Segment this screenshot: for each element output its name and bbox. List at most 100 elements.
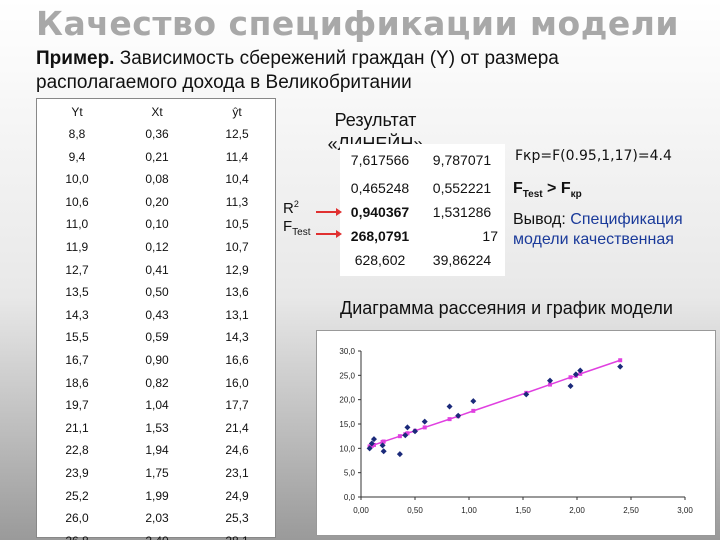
model-point (371, 442, 376, 447)
table-cell: 24,6 (225, 443, 249, 458)
data-point (523, 391, 530, 398)
linest-cell: 7,617566 (350, 152, 410, 168)
linest-cell: 1,531286 (432, 204, 492, 220)
model-point (618, 358, 623, 363)
slide-title: Качество спецификации модели (36, 4, 680, 43)
linest-cell: 628,602 (354, 252, 406, 268)
data-point (412, 428, 418, 435)
data-point (567, 383, 574, 390)
table-cell: 16,0 (225, 375, 249, 390)
table-cell: 28,1 (197, 534, 277, 540)
table-cell: 19,7 (65, 398, 89, 413)
y-tick-label: 20,0 (339, 396, 355, 405)
table-cell: 9,4 (68, 149, 86, 164)
data-point (370, 436, 377, 443)
table-row: 19,7 1,04 17,7 (37, 394, 277, 418)
table-row: 13,5 0,50 13,6 (37, 281, 277, 305)
model-point (381, 439, 386, 444)
table-cell: 10,7 (225, 240, 249, 254)
table-row: 14,3 0,43 13,1 (37, 304, 277, 328)
table-cell: 0,08 (145, 172, 169, 187)
table-cell: 26,0 (65, 511, 89, 526)
data-point (402, 432, 409, 439)
x-tick-label: 0,50 (407, 506, 423, 515)
data-point (366, 445, 373, 452)
linest-cell-ftest: 268,0791 (350, 228, 410, 244)
table-cell: 21,4 (225, 420, 249, 435)
model-point (405, 431, 410, 436)
table-cell: 2,03 (145, 511, 169, 526)
table-cell: 0,50 (145, 285, 169, 300)
header-y: Yt (71, 105, 83, 119)
table-cell: 0,10 (145, 217, 169, 232)
data-point (379, 442, 386, 449)
table-cell: 15,5 (65, 330, 89, 345)
data-point (572, 371, 579, 378)
table-row: 21,1 1,53 21,4 (37, 417, 277, 441)
x-tick-label: 1,00 (461, 506, 477, 515)
table-cell: 22,8 (65, 443, 89, 458)
table-cell: 14,3 (65, 307, 89, 322)
table-cell: 14,3 (225, 330, 249, 345)
data-point (617, 363, 624, 370)
table-cell: 12,5 (225, 127, 249, 141)
x-tick-label: 2,00 (569, 506, 585, 515)
subtitle-bold: Пример. (36, 48, 115, 69)
table-cell: 12,9 (225, 262, 249, 277)
y-tick-label: 30,0 (339, 347, 355, 356)
data-point (470, 398, 477, 405)
y-tick-label: 0,0 (344, 493, 356, 502)
table-row: 8,8 0,36 12,5 (37, 123, 277, 147)
data-point (380, 448, 387, 455)
linest-cell: 0,465248 (350, 180, 410, 196)
y-tick-label: 10,0 (339, 444, 355, 453)
table-cell: 11,4 (225, 149, 249, 164)
table-row: 11,0 0,10 10,5 (37, 213, 277, 237)
data-point (446, 403, 453, 410)
table-cell: 11,9 (65, 240, 89, 254)
chart-svg: 0,0 5,0 10,0 15,0 20,0 25,0 30,0 0,00 0,50 1,00 1,… (339, 347, 693, 515)
table-cell: 1,94 (145, 443, 169, 458)
data-point (547, 377, 553, 384)
data-point (455, 412, 462, 419)
table-cell: 0,36 (145, 127, 169, 141)
subtitle-text: Зависимость сбережений граждан (Y) от ра… (36, 48, 559, 93)
linest-cell: 9,787071 (432, 152, 492, 168)
y-tick-label: 15,0 (339, 420, 355, 429)
table-cell: 16,7 (65, 353, 89, 367)
chart-caption: Диаграмма рассеяния и график модели (340, 298, 673, 318)
model-point (578, 371, 583, 376)
table-cell: 10,0 (65, 172, 89, 187)
table-cell: 0,12 (145, 240, 169, 254)
table-cell: 2,40 (117, 534, 197, 540)
header-y-hat: ŷt (232, 105, 242, 119)
header-x: Xt (151, 105, 163, 119)
table-cell: 12,7 (65, 262, 89, 277)
table-cell: 26,8 (37, 534, 117, 540)
table-cell: 23,9 (65, 466, 89, 480)
scatter-chart: 0,0 5,0 10,0 15,0 20,0 25,0 30,0 0,00 0,50 1,00 1,… (316, 330, 716, 536)
linest-cell-r2: 0,940367 (350, 204, 410, 220)
table-row: 25,2 1,99 24,9 (37, 485, 277, 509)
model-point (568, 375, 573, 380)
table-cell: 10,6 (65, 194, 89, 209)
linest-cell: 17 (482, 228, 498, 244)
table-cell: 11,3 (225, 194, 249, 209)
ftest-label: FTest (283, 218, 311, 238)
table-cell: 0,41 (145, 262, 169, 277)
model-point (447, 417, 452, 422)
table-cell: 11,0 (65, 217, 89, 232)
table-cell: 1,99 (145, 488, 169, 503)
table-row: 18,6 0,82 16,0 (37, 372, 277, 396)
data-table: Yt Xt ŷt 8,8 0,36 12,5 9,4 0,21 11,4 10,0 0,08 1… (36, 98, 277, 540)
conclusion: Вывод: Спецификация модели качественная (513, 211, 683, 248)
x-tick-label: 2,50 (623, 506, 639, 515)
table-cell: 0,59 (145, 330, 169, 345)
y-tick-label: 5,0 (344, 469, 356, 478)
table-row: 10,6 0,20 11,3 (37, 191, 277, 215)
table-cell: 18,6 (65, 375, 89, 390)
table-cell: 24,9 (225, 488, 249, 503)
table-cell: 1,75 (145, 466, 169, 480)
table-cell: 8,8 (68, 127, 86, 141)
linest-cell: 0,552221 (432, 180, 492, 196)
